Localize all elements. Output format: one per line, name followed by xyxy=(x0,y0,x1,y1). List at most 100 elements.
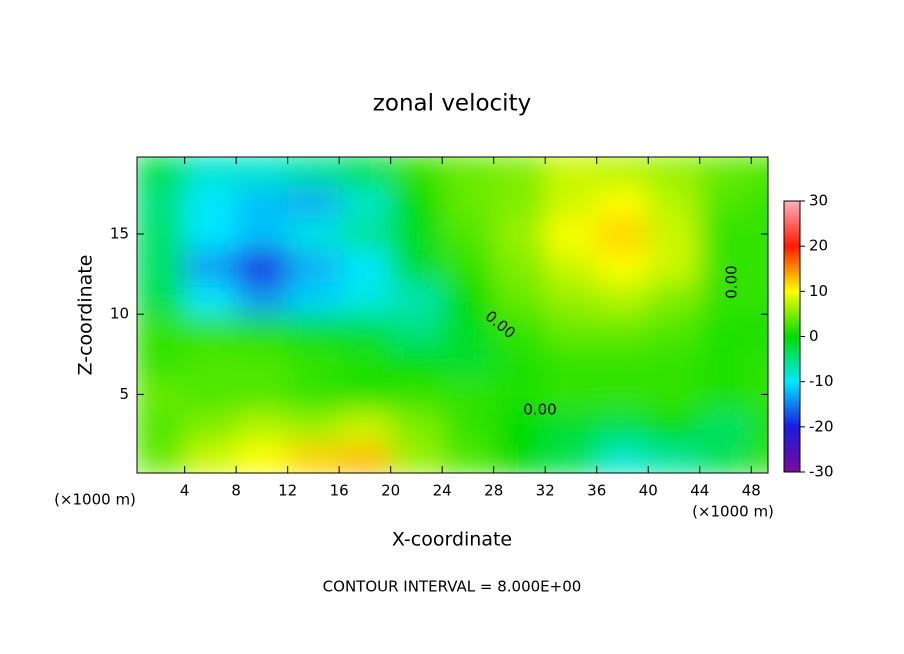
cell xyxy=(699,378,752,411)
cell xyxy=(545,250,598,283)
colorbar-tick-label: -20 xyxy=(809,417,834,435)
cell xyxy=(287,346,340,379)
cell xyxy=(137,378,186,411)
cell xyxy=(339,185,392,219)
cell xyxy=(442,157,495,187)
cell xyxy=(442,282,495,315)
y-tick-label: 15 xyxy=(110,224,129,242)
cell xyxy=(545,282,598,315)
cell xyxy=(184,282,237,315)
cell xyxy=(137,410,186,444)
colorbar-tick-label: -10 xyxy=(809,372,834,390)
y-axis-label: Z-coordinate xyxy=(75,255,97,376)
cell xyxy=(699,250,752,283)
contour-label: 0.00 xyxy=(723,265,741,298)
cell xyxy=(339,157,392,187)
cell xyxy=(648,378,701,411)
cell xyxy=(751,314,768,347)
cell xyxy=(236,346,289,379)
footer: CONTOUR INTERVAL = 8.000E+00 xyxy=(323,578,582,596)
colorbar-tick-label: 0 xyxy=(809,327,819,345)
x-tick-label: 8 xyxy=(231,482,241,500)
x-tick-label: 32 xyxy=(536,482,555,500)
cell xyxy=(596,250,649,283)
cell xyxy=(699,282,752,315)
contour-label: 0.00 xyxy=(523,401,556,419)
cell xyxy=(699,157,752,187)
x-tick-label: 24 xyxy=(433,482,452,500)
cell xyxy=(390,378,443,411)
cell xyxy=(339,314,392,347)
cell xyxy=(493,410,546,444)
cell xyxy=(493,314,546,347)
cell xyxy=(751,250,768,283)
cell xyxy=(137,442,186,473)
cell xyxy=(287,250,340,283)
cell xyxy=(184,250,237,283)
cell xyxy=(596,378,649,411)
cell xyxy=(493,157,546,187)
cell xyxy=(287,217,340,251)
x-tick-label: 12 xyxy=(278,482,297,500)
cell xyxy=(699,185,752,219)
cell xyxy=(545,185,598,219)
x-tick-label: 16 xyxy=(330,482,349,500)
cell xyxy=(493,442,546,473)
cell xyxy=(648,250,701,283)
cell xyxy=(137,250,186,283)
cell xyxy=(184,314,237,347)
cell xyxy=(648,282,701,315)
chart-title: zonal velocity xyxy=(373,91,531,117)
cell xyxy=(648,314,701,347)
cell xyxy=(699,410,752,444)
cell xyxy=(137,346,186,379)
cell xyxy=(236,185,289,219)
cell xyxy=(442,250,495,283)
cell xyxy=(137,282,186,315)
cell xyxy=(184,346,237,379)
x-tick-label: 20 xyxy=(381,482,400,500)
x-tick-label: 28 xyxy=(484,482,503,500)
colorbar-tick-label: -30 xyxy=(809,463,834,481)
cell xyxy=(442,185,495,219)
cell xyxy=(137,314,186,347)
cell xyxy=(545,217,598,251)
cell xyxy=(648,157,701,187)
cell xyxy=(339,346,392,379)
cell xyxy=(184,442,237,473)
cell xyxy=(751,442,768,473)
cell xyxy=(236,314,289,347)
cell xyxy=(545,346,598,379)
cell xyxy=(339,282,392,315)
cell xyxy=(339,378,392,411)
y-tick-label: 5 xyxy=(119,385,129,403)
cell xyxy=(699,442,752,473)
cell xyxy=(390,346,443,379)
cell xyxy=(751,157,768,187)
cell xyxy=(137,185,186,219)
cell xyxy=(751,185,768,219)
y-tick-label: 10 xyxy=(110,305,129,323)
cell xyxy=(493,250,546,283)
cell xyxy=(596,346,649,379)
cell xyxy=(287,282,340,315)
cell xyxy=(596,185,649,219)
cell xyxy=(442,442,495,473)
cell xyxy=(493,185,546,219)
cell xyxy=(339,410,392,444)
cell xyxy=(751,378,768,411)
cell xyxy=(287,185,340,219)
cell xyxy=(184,378,237,411)
cell xyxy=(648,217,701,251)
cell xyxy=(751,346,768,379)
cell xyxy=(545,378,598,411)
cell xyxy=(545,410,598,444)
x-tick-label: 4 xyxy=(180,482,190,500)
colorbar xyxy=(783,200,801,473)
cell xyxy=(545,314,598,347)
cell xyxy=(596,217,649,251)
x-tick-label: 40 xyxy=(639,482,658,500)
cell xyxy=(648,346,701,379)
x-axis-label: X-coordinate xyxy=(392,529,512,551)
